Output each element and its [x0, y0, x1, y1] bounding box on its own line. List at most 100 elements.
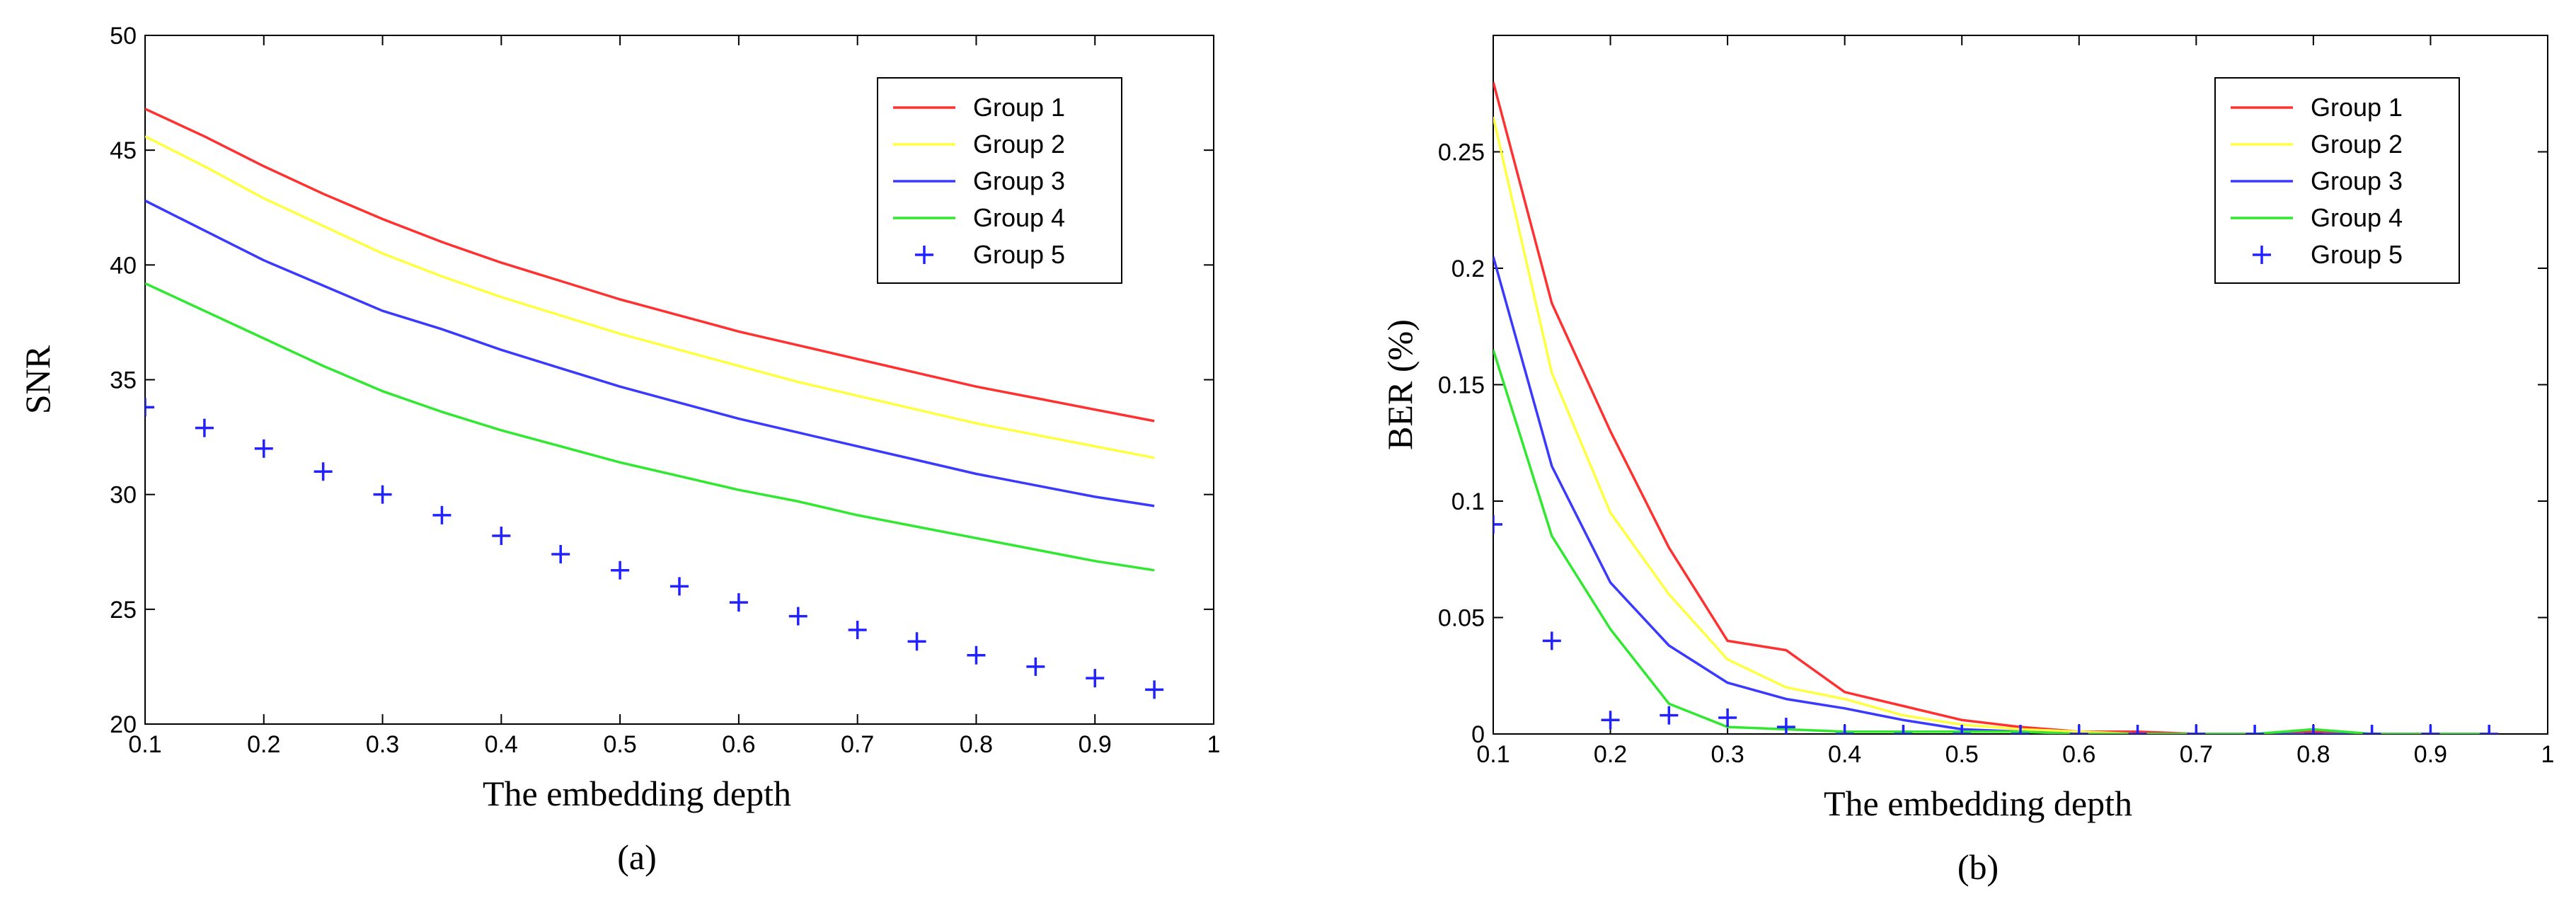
series-group-1-line: [1493, 81, 2490, 734]
legend-label: Group 4: [2311, 203, 2403, 232]
series-group-3-line: [145, 199, 1155, 507]
y-tick-label: 0: [1471, 721, 1485, 748]
series-group-5-point: [1086, 669, 1105, 688]
legend-label: Group 2: [973, 130, 1065, 159]
series-group-5-point: [2480, 725, 2499, 734]
series-group-5-point: [1835, 725, 1854, 734]
series-group-5-point: [432, 505, 452, 524]
series-group-5-point: [254, 439, 273, 458]
x-tick-label: 0.2: [1594, 741, 1627, 768]
series-group-5-point: [1776, 718, 1795, 734]
series-group-5-point: [2128, 725, 2147, 734]
legend-label: Group 5: [973, 240, 1065, 269]
y-tick-label: 0.25: [1438, 139, 1485, 166]
x-tick-label: 0.4: [485, 731, 518, 758]
x-tick-label: 0.1: [1476, 741, 1510, 768]
x-tick-label: 0.6: [722, 731, 755, 758]
series-group-1-line: [145, 108, 1155, 423]
x-tick-label: 0.4: [1828, 741, 1861, 768]
legend-label: Group 5: [2311, 240, 2403, 269]
legend-entry-group-1: Group 1: [2231, 93, 2403, 122]
y-axis-label: BER (%): [1380, 319, 1420, 450]
series-group-5-point: [2011, 725, 2030, 734]
series-group-5-point: [2421, 725, 2440, 734]
legend-label: Group 2: [2311, 130, 2403, 159]
series-group-5-point: [1660, 706, 1679, 725]
x-axis-label: The embedding depth: [483, 774, 791, 813]
x-tick-label: 0.5: [1945, 741, 1979, 768]
series-group-2-line: [145, 135, 1155, 459]
legend-swatch: [2253, 246, 2271, 264]
series-group-5-point: [2187, 725, 2206, 734]
chart-caption: (a): [617, 837, 657, 877]
y-tick-label: 0.15: [1438, 372, 1485, 399]
legend-entry-group-3: Group 3: [893, 166, 1065, 195]
x-tick-label: 0.8: [2296, 741, 2330, 768]
x-tick-label: 0.7: [2180, 741, 2213, 768]
series-group-5-point: [848, 621, 867, 640]
legend-label: Group 1: [2311, 93, 2403, 122]
series-group-5-point: [492, 527, 511, 546]
series-group-5-point: [373, 485, 392, 504]
y-tick-label: 0.05: [1438, 605, 1485, 632]
x-tick-label: 0.6: [2062, 741, 2095, 768]
legend-entry-group-2: Group 2: [893, 130, 1065, 159]
legend-entry-group-5: Group 5: [915, 240, 1065, 269]
x-tick-label: 0.9: [1079, 731, 1112, 758]
series-group-2-line: [1493, 116, 2490, 734]
y-tick-label: 50: [110, 23, 137, 50]
series-group-5-point: [907, 632, 926, 651]
legend-entry-group-5: Group 5: [2253, 240, 2403, 269]
legend-box: [877, 77, 1122, 284]
y-axis-label: SNR: [18, 345, 57, 414]
series-group-5-point: [1718, 708, 1737, 727]
series-group-5-point: [1894, 725, 1913, 734]
series-group-5-point: [611, 561, 630, 580]
series-group-5-point: [1493, 515, 1502, 534]
y-tick-label: 30: [110, 482, 137, 509]
legend-entry-group-3: Group 3: [2231, 166, 2403, 195]
x-tick-label: 0.9: [2414, 741, 2447, 768]
legend-label: Group 1: [973, 93, 1065, 122]
legend: Group 1 Group 2 Group 3 Group 4 Group 5: [2214, 77, 2460, 284]
y-tick-label: 0.1: [1451, 488, 1485, 515]
legend-label: Group 3: [973, 166, 1065, 195]
chart-a: 0.1 0.2 0.3 0.4 0.5 0.6 0.7 0.8 0.9 1 20 25 30 35 40 45…: [18, 23, 1220, 877]
series-group-5-point: [2246, 725, 2265, 734]
x-tick-label: 1: [1207, 731, 1221, 758]
chart-b: 0.1 0.2 0.3 0.4 0.5 0.6 0.7 0.8 0.9 1 0 0.05 0.1 0.15…: [1380, 35, 2554, 887]
y-tick-label: 45: [110, 137, 137, 164]
series-layer: [145, 108, 1164, 699]
legend: Group 1 Group 2 Group 3 Group 4 Group 5: [877, 77, 1122, 284]
x-tick-label: 0.1: [128, 731, 161, 758]
series-group-5-point: [967, 646, 986, 665]
x-tick-label: 0.3: [1710, 741, 1744, 768]
y-tick-label: 35: [110, 367, 137, 394]
series-group-5-point: [2362, 725, 2381, 734]
y-tick-label: 25: [110, 597, 137, 624]
series-group-5-point: [729, 593, 748, 612]
series-group-4-line: [145, 282, 1155, 572]
x-tick-label: 0.7: [841, 731, 874, 758]
legend-entry-group-1: Group 1: [893, 93, 1065, 122]
series-group-5-point: [670, 577, 689, 596]
legend-label: Group 3: [2311, 166, 2403, 195]
series-group-5-point: [551, 544, 570, 563]
y-tick-label: 0.2: [1451, 256, 1485, 282]
legend-label: Group 4: [973, 203, 1065, 232]
legend-swatch: [915, 246, 933, 264]
x-tick-label: 0.3: [366, 731, 399, 758]
series-group-5-point: [145, 398, 154, 417]
series-group-5-point: [2069, 725, 2088, 734]
legend-entry-group-4: Group 4: [893, 203, 1065, 232]
x-tick-label: 0.8: [960, 731, 993, 758]
y-tick-label: 40: [110, 252, 137, 279]
series-group-5-point: [1601, 711, 1620, 730]
series-group-5-point: [2304, 725, 2323, 734]
series-group-4-line: [1493, 349, 2490, 734]
series-group-5-point: [788, 607, 807, 626]
x-axis-label: The embedding depth: [1824, 784, 2132, 823]
series-group-5-point: [1145, 680, 1164, 699]
